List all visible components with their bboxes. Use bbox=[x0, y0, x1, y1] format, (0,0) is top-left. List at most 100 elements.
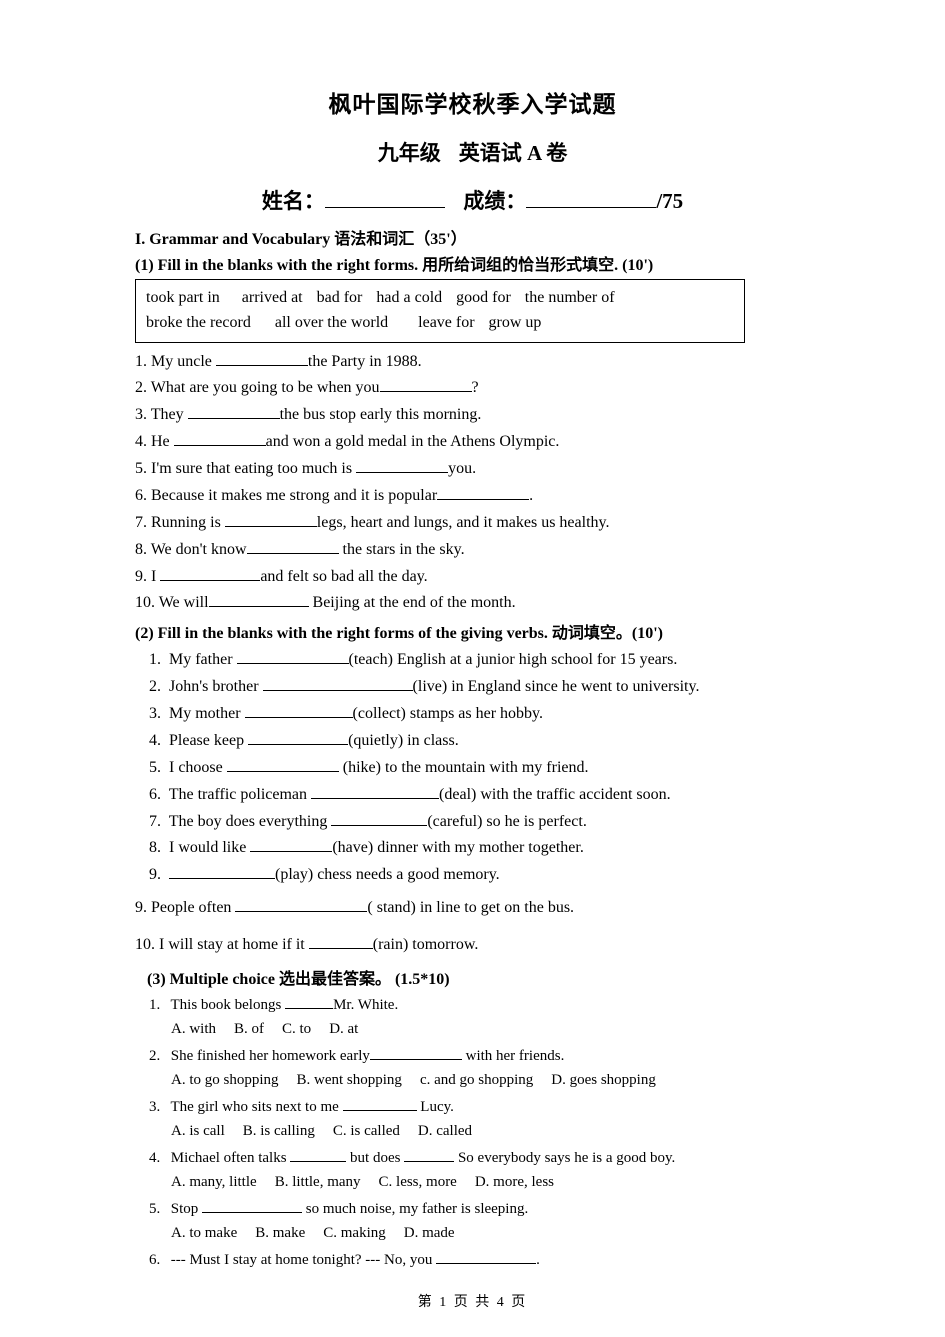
word-box: took part inarrived atbad forhad a coldg… bbox=[135, 279, 745, 343]
name-score-line: 姓名： 成绩：/75 bbox=[135, 185, 810, 215]
answer-blank[interactable] bbox=[247, 539, 339, 554]
q-num: 5. bbox=[135, 460, 151, 477]
score-blank[interactable] bbox=[526, 186, 656, 208]
answer-blank[interactable] bbox=[237, 649, 349, 664]
q-hint: (careful) so he is perfect. bbox=[427, 813, 586, 830]
mc-option[interactable]: B. little, many bbox=[275, 1174, 361, 1190]
part2-questions: 1. My father (teach) English at a junior… bbox=[135, 647, 810, 889]
q-stem-post: with her friends. bbox=[462, 1048, 564, 1064]
answer-blank[interactable] bbox=[290, 1148, 346, 1162]
answer-blank[interactable] bbox=[380, 377, 472, 392]
answer-blank[interactable] bbox=[225, 512, 317, 527]
answer-blank[interactable] bbox=[235, 897, 367, 912]
q-stem-post: So everybody says he is a good boy. bbox=[454, 1150, 675, 1166]
q-pre: The traffic policeman bbox=[169, 786, 311, 803]
mc-option[interactable]: A. to go shopping bbox=[171, 1072, 279, 1088]
fill-blank-question: 8. We don't know the stars in the sky. bbox=[135, 537, 810, 564]
word-box-line1: took part inarrived atbad forhad a coldg… bbox=[146, 286, 734, 311]
mc-option[interactable]: D. goes shopping bbox=[551, 1072, 656, 1088]
answer-blank[interactable] bbox=[331, 810, 427, 825]
q-num: 7. bbox=[149, 813, 169, 830]
verb-form-question: 2. John's brother (live) in England sinc… bbox=[149, 674, 810, 701]
answer-blank[interactable] bbox=[370, 1046, 462, 1060]
verb-form-question: 10. I will stay at home if it (rain) tom… bbox=[135, 932, 810, 959]
mc-option[interactable]: A. is call bbox=[171, 1123, 225, 1139]
q-pre: What are you going to be when you bbox=[151, 379, 380, 396]
mc-option[interactable]: B. make bbox=[255, 1225, 305, 1241]
answer-blank[interactable] bbox=[188, 404, 280, 419]
q-hint: (play) chess needs a good memory. bbox=[275, 866, 500, 883]
mc-option[interactable]: D. called bbox=[418, 1123, 472, 1139]
mc-option[interactable]: A. many, little bbox=[171, 1174, 257, 1190]
q-pre: I choose bbox=[169, 759, 227, 776]
mc-option[interactable]: C. making bbox=[323, 1225, 386, 1241]
answer-blank[interactable] bbox=[216, 350, 308, 365]
mc-option[interactable]: C. to bbox=[282, 1021, 311, 1037]
answer-blank[interactable] bbox=[311, 784, 439, 799]
mc-option[interactable]: C. is called bbox=[333, 1123, 400, 1139]
answer-blank[interactable] bbox=[343, 1097, 417, 1111]
mc-options: A. with B. of C. to D. at bbox=[135, 1017, 810, 1041]
q-pre: We don't know bbox=[151, 541, 247, 558]
mc-question: 3. The girl who sits next to me Lucy. bbox=[135, 1095, 810, 1119]
word-box-line2: broke the recordall over the worldleave … bbox=[146, 311, 734, 336]
mc-option[interactable]: B. is calling bbox=[243, 1123, 315, 1139]
answer-blank[interactable] bbox=[160, 565, 260, 580]
name-blank[interactable] bbox=[325, 186, 445, 208]
answer-blank[interactable] bbox=[250, 837, 332, 852]
answer-blank[interactable] bbox=[285, 995, 333, 1009]
fill-blank-question: 5. I'm sure that eating too much is you. bbox=[135, 456, 810, 483]
answer-blank[interactable] bbox=[404, 1148, 454, 1162]
fill-blank-question: 4. He and won a gold medal in the Athens… bbox=[135, 429, 810, 456]
fill-blank-question: 3. They the bus stop early this morning. bbox=[135, 402, 810, 429]
answer-blank[interactable] bbox=[356, 458, 448, 473]
q-post: ? bbox=[472, 379, 479, 396]
answer-blank[interactable] bbox=[248, 730, 348, 745]
mc-option[interactable]: A. with bbox=[171, 1021, 216, 1037]
q-hint: (rain) tomorrow. bbox=[373, 936, 479, 953]
mc-option[interactable]: A. to make bbox=[171, 1225, 237, 1241]
q-stem: --- Must I stay at home tonight? --- No,… bbox=[171, 1252, 436, 1268]
mc-option[interactable]: B. went shopping bbox=[297, 1072, 402, 1088]
part1-header: (1) Fill in the blanks with the right fo… bbox=[135, 251, 810, 275]
answer-blank[interactable] bbox=[436, 1250, 536, 1264]
q-hint: (hike) to the mountain with my friend. bbox=[339, 759, 589, 776]
answer-blank[interactable] bbox=[169, 864, 275, 879]
q-num: 10. bbox=[135, 936, 159, 953]
mc-option[interactable]: D. at bbox=[329, 1021, 358, 1037]
q-pre: My father bbox=[169, 651, 237, 668]
answer-blank[interactable] bbox=[209, 592, 309, 607]
q-stem-post: . bbox=[536, 1252, 540, 1268]
q-num: 5. bbox=[149, 1197, 167, 1221]
mc-option[interactable]: D. made bbox=[404, 1225, 455, 1241]
q-num: 9. bbox=[135, 899, 151, 916]
mc-option[interactable]: c. and go shopping bbox=[420, 1072, 533, 1088]
verb-form-question: 6. The traffic policeman (deal) with the… bbox=[149, 782, 810, 809]
part3-header: (3) Multiple choice 选出最佳答案。 (1.5*10) bbox=[135, 965, 810, 989]
q-num: 2. bbox=[135, 379, 151, 396]
mc-question: 6. --- Must I stay at home tonight? --- … bbox=[135, 1248, 810, 1272]
q-num: 3. bbox=[149, 705, 169, 722]
q-pre: We will bbox=[159, 594, 209, 611]
answer-blank[interactable] bbox=[309, 934, 373, 949]
answer-blank[interactable] bbox=[245, 703, 353, 718]
mc-option[interactable]: B. of bbox=[234, 1021, 264, 1037]
q-hint: ( stand) in line to get on the bus. bbox=[367, 899, 574, 916]
answer-blank[interactable] bbox=[227, 757, 339, 772]
mc-option[interactable]: C. less, more bbox=[379, 1174, 457, 1190]
answer-blank[interactable] bbox=[202, 1199, 302, 1213]
q-post: you. bbox=[448, 460, 476, 477]
q-pre: My mother bbox=[169, 705, 245, 722]
answer-blank[interactable] bbox=[174, 431, 266, 446]
q-num: 8. bbox=[149, 839, 169, 856]
answer-blank[interactable] bbox=[437, 485, 529, 500]
q-post: . bbox=[529, 487, 533, 504]
verb-form-question: 3. My mother (collect) stamps as her hob… bbox=[149, 701, 810, 728]
fill-blank-question: 1. My uncle the Party in 1988. bbox=[135, 349, 810, 376]
q-pre: I would like bbox=[169, 839, 250, 856]
answer-blank[interactable] bbox=[263, 676, 413, 691]
mc-option[interactable]: D. more, less bbox=[475, 1174, 554, 1190]
q-num: 9. bbox=[149, 866, 169, 883]
score-label: 成绩： bbox=[463, 189, 526, 213]
verb-form-question: 9. People often ( stand) in line to get … bbox=[135, 895, 810, 922]
